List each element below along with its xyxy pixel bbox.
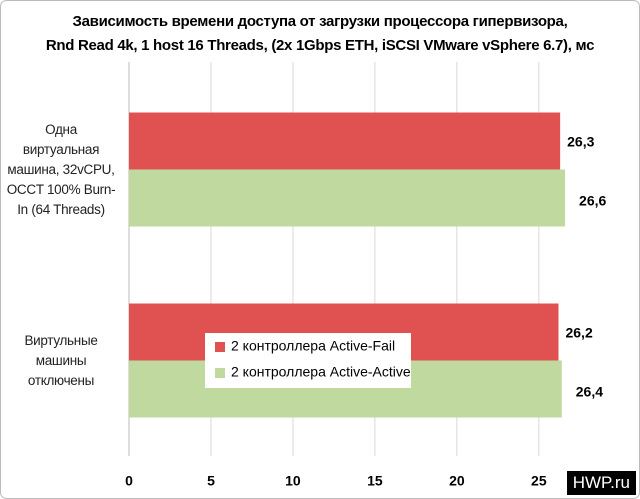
value-label: 26,3 [567,134,594,150]
watermark: HWP.ru [566,471,636,495]
bar [129,169,566,227]
value-label: 26,6 [579,193,606,209]
chart-title: Зависимость времени доступа от загрузки … [45,13,595,54]
legend-label: 2 контроллера Active-Active [231,364,411,380]
x-tick-label: 10 [285,473,301,489]
x-tick-label: 5 [207,473,215,489]
x-tick-label: 20 [449,473,465,489]
x-tick-label: 15 [367,473,383,489]
legend-swatch [215,368,225,378]
legend-label: 2 контроллера Active-Fail [231,338,395,354]
category-label: Виртульные машины отключены [24,332,98,388]
value-label: 26,2 [565,325,592,341]
category-label: Одна виртуальная машина, 32vCPU, OCCT 10… [6,121,116,217]
legend-box [205,333,411,388]
bar [129,112,561,170]
x-tick-label: 25 [531,473,547,489]
value-label: 26,4 [576,384,603,400]
x-tick-label: 0 [125,473,133,489]
legend-swatch [215,342,225,352]
